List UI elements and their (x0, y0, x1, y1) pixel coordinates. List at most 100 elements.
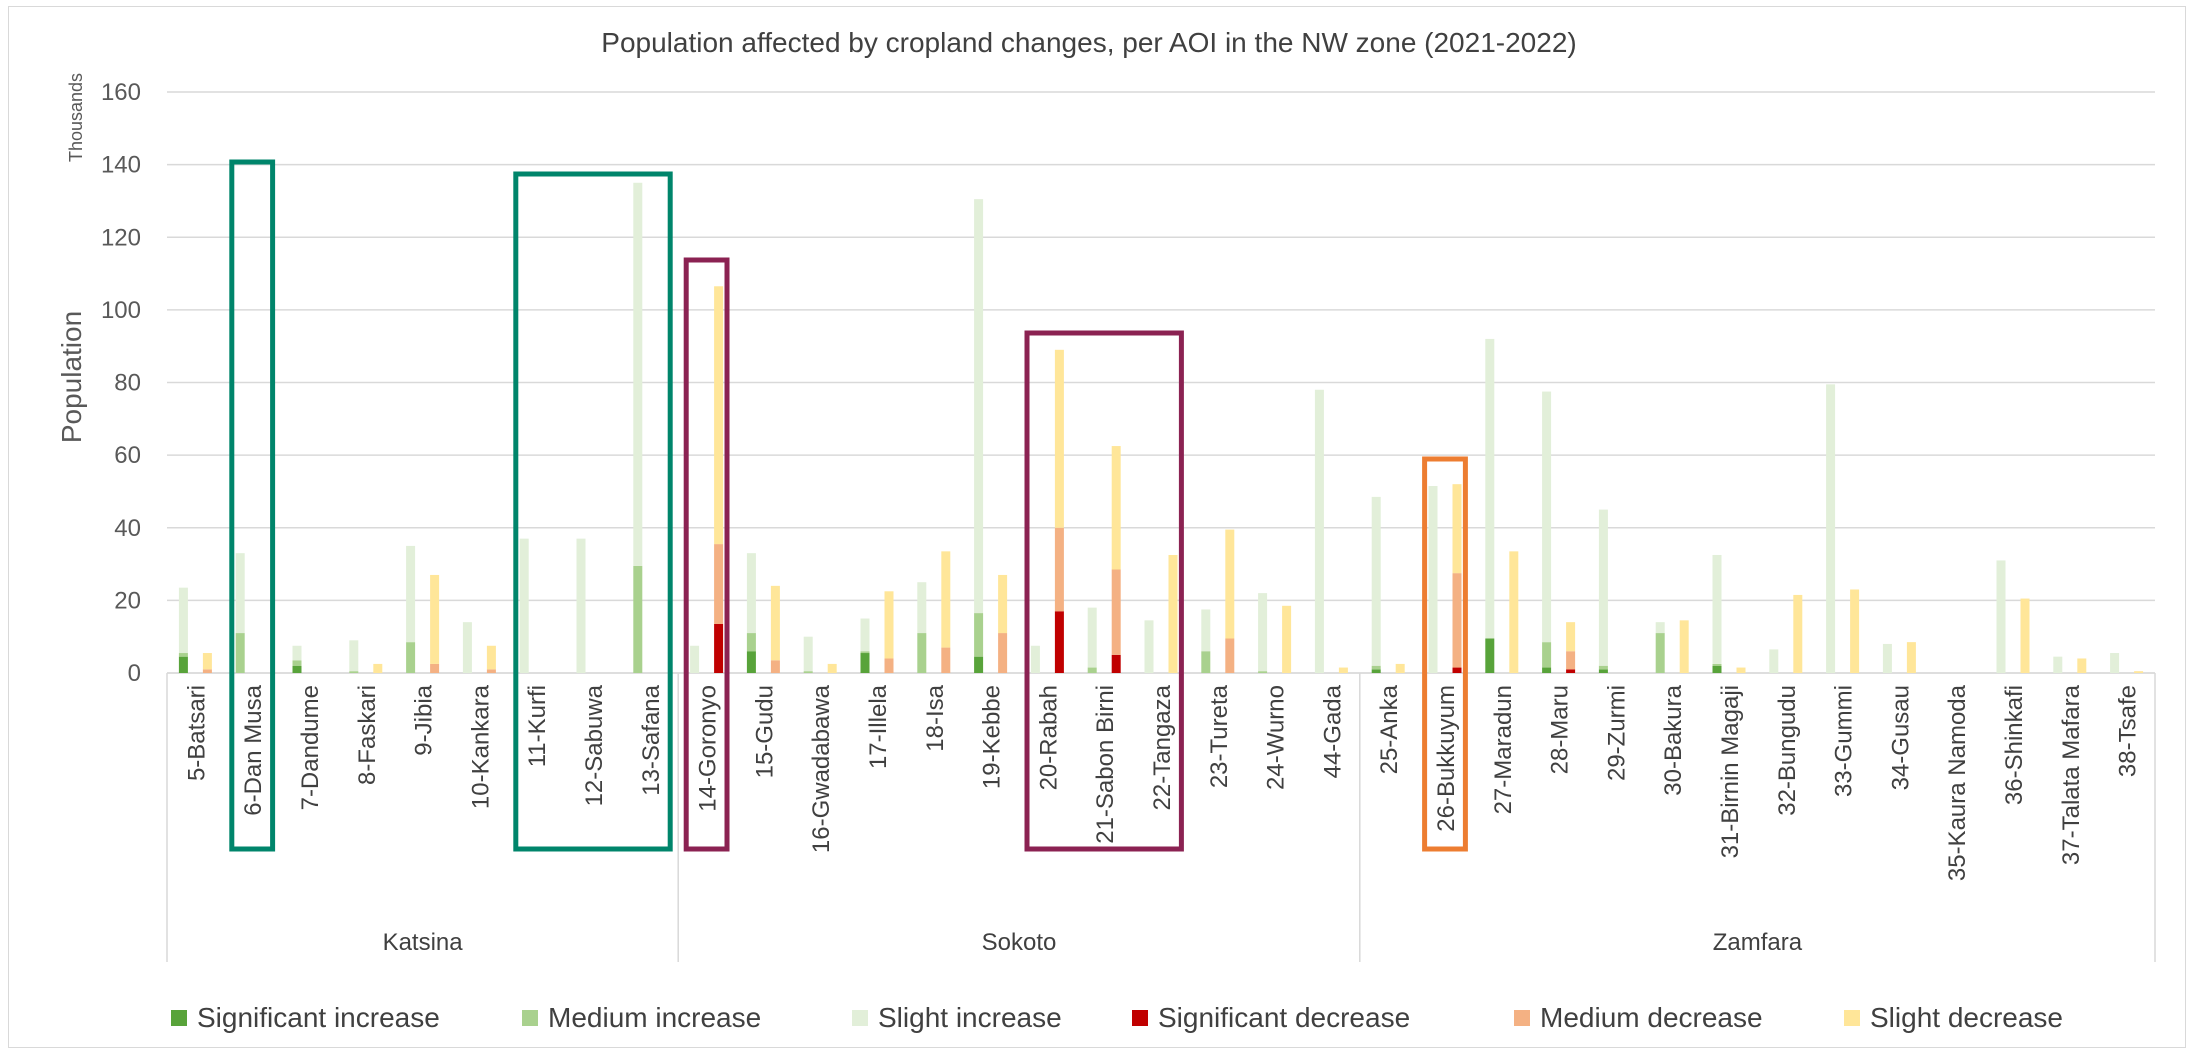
bar-group-11-kurfi (519, 538, 529, 673)
bar-slight-increase (1314, 389, 1324, 673)
legend-swatch (1514, 1010, 1530, 1026)
highlight-box (229, 159, 276, 852)
highlight-box (1422, 456, 1468, 852)
bar-slight-decrease (1168, 554, 1178, 673)
bar-significant-increase (1712, 665, 1722, 673)
bar-medium-increase (974, 613, 984, 657)
bar-slight-increase (1144, 620, 1154, 673)
bar-significant-increase (1598, 669, 1608, 673)
y-tick-label: 60 (114, 442, 141, 469)
x-category-label: 11-Kurfi (524, 685, 551, 767)
bar-group-19-kebbe (974, 199, 1008, 673)
bar-medium-decrease (998, 633, 1008, 673)
bar-slight-decrease (827, 663, 837, 673)
bar-group-15-gudu (746, 553, 780, 673)
x-category-label: 44-Gada (1319, 684, 1346, 778)
bar-significant-increase (860, 653, 870, 673)
legend-label: Medium increase (548, 1002, 761, 1033)
legend-swatch (852, 1010, 868, 1026)
bar-group-29-zurmi (1598, 509, 1608, 673)
x-category-label: 8-Faskari (354, 685, 381, 785)
bar-slight-increase (1542, 391, 1552, 643)
bar-slight-increase (633, 182, 643, 566)
bar-medium-increase (860, 651, 870, 654)
bar-slight-increase (690, 645, 700, 673)
bar-slight-increase (1485, 338, 1495, 639)
y-tick-label: 40 (114, 515, 141, 542)
bar-significant-increase (746, 651, 756, 673)
y-tick-label: 160 (101, 79, 141, 106)
x-category-label: 25-Anka (1376, 684, 1403, 774)
bar-group-36-shinkafi (1996, 560, 2030, 673)
x-category-label: 26-Bukkuyum (1433, 685, 1460, 832)
bar-group-34-gusau (1882, 642, 1916, 673)
bar-group-10-kankara (462, 622, 496, 673)
bar-slight-increase (462, 622, 472, 673)
bar-medium-increase (1655, 633, 1665, 673)
legend-label: Significant decrease (1158, 1002, 1410, 1033)
highlight-box (1024, 330, 1184, 852)
bar-slight-decrease (1111, 446, 1121, 570)
bar-medium-increase (1087, 667, 1097, 673)
bar-significant-decrease (1566, 669, 1576, 673)
x-category-label: 15-Gudu (751, 685, 778, 778)
bar-slight-decrease (2134, 671, 2144, 673)
bar-significant-increase (1542, 667, 1552, 673)
bar-significant-increase (292, 665, 302, 673)
bar-slight-increase (746, 553, 756, 634)
legend-label: Medium decrease (1540, 1002, 1763, 1033)
bar-slight-decrease (770, 585, 780, 661)
bar-group-5-batsari (178, 587, 212, 673)
bar-group-37-talata-mafara (2053, 656, 2087, 673)
y-axis-units-label: Thousands (66, 73, 86, 162)
bar-slight-decrease (1566, 622, 1576, 652)
bar-medium-increase (633, 565, 643, 673)
legend-swatch (522, 1010, 538, 1026)
legend-label: Slight increase (878, 1002, 1062, 1033)
x-category-label: 32-Bungudu (1774, 685, 1801, 816)
bar-medium-decrease (486, 669, 496, 673)
bar-group-30-bakura (1655, 620, 1689, 673)
bar-slight-decrease (1225, 529, 1235, 639)
bar-medium-increase (803, 671, 813, 673)
bar-slight-decrease (1452, 484, 1462, 574)
legend: Significant increase Medium increase Sligh… (171, 1002, 2063, 1033)
y-tick-label: 0 (128, 660, 141, 687)
x-category-label: 9-Jibia (411, 684, 438, 755)
bar-group-6-dan-musa (235, 553, 245, 673)
bar-slight-increase (1030, 645, 1040, 673)
bar-slight-increase (1087, 607, 1097, 668)
x-category-label: 33-Gummi (1831, 685, 1858, 797)
bar-slight-increase (860, 618, 870, 652)
x-category-label: 34-Gusau (1887, 685, 1914, 790)
bar-significant-decrease (1111, 654, 1121, 673)
highlight-box (683, 257, 730, 852)
bar-significant-increase (1485, 638, 1495, 673)
bar-medium-increase (349, 671, 359, 673)
x-category-label: 6-Dan Musa (240, 684, 267, 815)
legend-label: Slight decrease (1870, 1002, 2063, 1033)
bar-group-9-jibia (406, 545, 440, 673)
legend-swatch (1132, 1010, 1148, 1026)
bar-medium-decrease (1111, 569, 1121, 655)
bar-slight-increase (519, 538, 529, 673)
x-category-label: 28-Maru (1547, 685, 1574, 774)
bar-slight-decrease (941, 551, 951, 648)
bar-slight-increase (803, 636, 813, 672)
x-category-label: 36-Shinkafi (2001, 685, 2028, 805)
y-tick-label: 120 (101, 224, 141, 251)
bar-slight-increase (1598, 509, 1608, 666)
bar-slight-decrease (714, 286, 724, 545)
bar-group-27-maradun (1485, 338, 1519, 673)
x-category-label: 18-Isa (922, 684, 949, 751)
bar-slight-decrease (998, 574, 1008, 634)
bar-medium-increase (746, 633, 756, 652)
group-label-zamfara: Zamfara (1713, 929, 1803, 956)
bar-medium-increase (1201, 651, 1211, 673)
x-category-label: 21-Sabon Birni (1092, 685, 1119, 844)
x-category-label: 31-Birnin Magaji (1717, 685, 1744, 858)
x-axis-group-labels: Katsina Sokoto Zamfara (166, 673, 2156, 962)
bar-group-25-anka (1371, 496, 1405, 673)
bar-group-20-rabah (1030, 349, 1064, 673)
bar-medium-increase (235, 633, 245, 673)
